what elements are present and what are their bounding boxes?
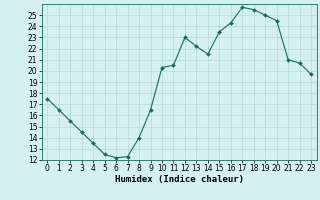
X-axis label: Humidex (Indice chaleur): Humidex (Indice chaleur) [115, 175, 244, 184]
